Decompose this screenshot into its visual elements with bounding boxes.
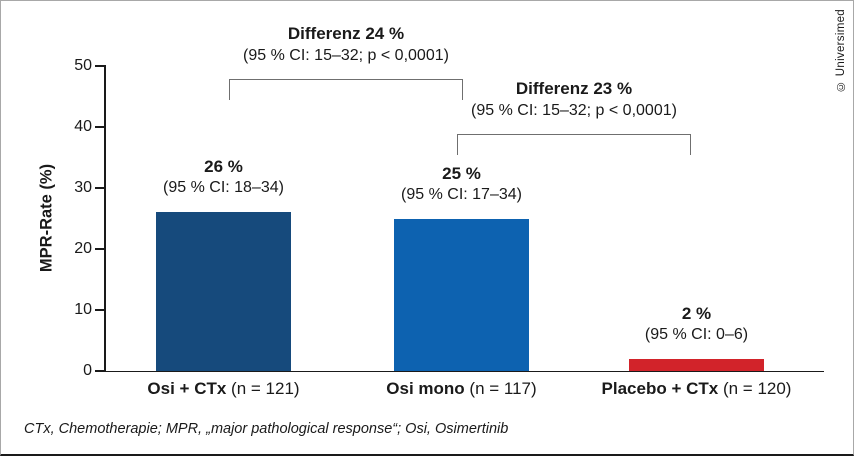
y-tick-mark (95, 65, 104, 67)
bar-value-label: 25 % (95 % CI: 17–34) (312, 163, 612, 205)
y-tick-label: 0 (83, 362, 92, 379)
x-axis-category-label: Osi + CTx (n = 121) (74, 379, 374, 399)
y-tick-mark (95, 309, 104, 311)
bar-osi-ctx (156, 212, 291, 371)
y-tick-label: 40 (74, 118, 92, 135)
y-tick-label: 20 (74, 240, 92, 257)
comparison-annotation-1: Differenz 24 % (95 % CI: 15–32; p < 0,00… (181, 23, 511, 66)
x-axis-category-label: Placebo + CTx (n = 120) (547, 379, 847, 399)
bar-confidence-interval: (95 % CI: 0–6) (644, 325, 749, 343)
comparison-detail: (95 % CI: 15–32; p < 0,0001) (243, 47, 449, 64)
x-axis-line (104, 370, 824, 373)
category-name: Osi + CTx (147, 379, 232, 398)
category-n: (n = 117) (469, 379, 537, 398)
category-n: (n = 121) (231, 379, 300, 398)
y-tick-mark (95, 187, 104, 189)
bar-value-percent: 25 % (442, 163, 481, 183)
bar-osi-mono (394, 218, 529, 371)
y-axis-line (104, 65, 106, 372)
comparison-bracket-2 (457, 134, 691, 155)
comparison-title: Differenz 23 % (515, 79, 633, 98)
y-tick-mark (95, 248, 104, 250)
bar-value-label: 2 % (95 % CI: 0–6) (547, 303, 847, 345)
category-name: Osi mono (386, 379, 470, 398)
footnote: CTx, Chemotherapie; MPR, „major patholog… (24, 421, 509, 437)
bar-value-percent: 2 % (681, 303, 712, 323)
comparison-bracket-1 (229, 79, 463, 100)
bar-value-percent: 26 % (204, 157, 243, 177)
y-tick-label: 10 (74, 301, 92, 318)
category-n: (n = 120) (722, 379, 792, 398)
bar-confidence-interval: (95 % CI: 18–34) (163, 179, 284, 197)
y-tick-label: 30 (74, 179, 92, 196)
y-tick-label: 50 (74, 57, 92, 74)
y-tick-mark (95, 126, 104, 128)
copyright-text: © Universimed (835, 9, 847, 93)
bar-placebo-ctx (629, 358, 764, 371)
bar-value-label: 26 % (95 % CI: 18–34) (74, 156, 374, 198)
y-tick-mark (95, 370, 104, 372)
x-axis-category-label: Osi mono (n = 117) (312, 379, 612, 399)
comparison-annotation-2: Differenz 23 % (95 % CI: 15–32; p < 0,00… (409, 78, 739, 121)
comparison-title: Differenz 24 % (287, 24, 405, 43)
category-name: Placebo + CTx (601, 379, 723, 398)
bar-confidence-interval: (95 % CI: 17–34) (401, 185, 522, 203)
comparison-detail: (95 % CI: 15–32; p < 0,0001) (471, 102, 677, 119)
